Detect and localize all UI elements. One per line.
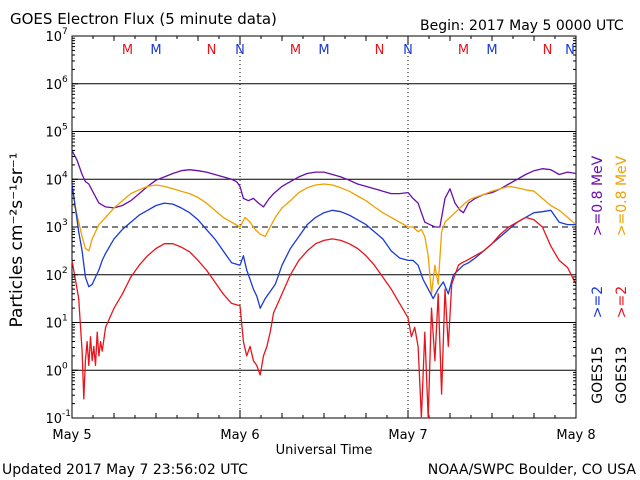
series-line-2 <box>71 183 576 309</box>
mn-marker: N <box>543 43 553 58</box>
legend-goes13: GOES13 <box>614 346 630 403</box>
y-tick-label: 10 <box>45 30 62 45</box>
mn-marker: M <box>458 43 469 58</box>
right-legend: >=0.8 MeV >=0.8 MeV >=2 >=2 GOES15 GOES1… <box>590 155 630 403</box>
mn-marker: N <box>235 43 245 58</box>
legend-goes15-08: >=0.8 MeV <box>590 155 606 236</box>
x-tick-label: May 5 <box>52 428 91 443</box>
series-line-0 <box>71 150 577 228</box>
x-tick-label: May 8 <box>556 428 595 443</box>
y-axis-label: Particles cm⁻²s⁻¹sr⁻¹ <box>7 152 27 327</box>
series-line-1 <box>71 183 577 295</box>
begin-date: Begin: 2017 May 5 0000 UTC <box>420 18 624 34</box>
x-axis-ticks: May 5 May 6 May 7 May 8 <box>52 428 595 443</box>
y-tick-exponent: 6 <box>62 75 68 85</box>
mn-marker: N <box>207 43 217 58</box>
legend-goes15: GOES15 <box>590 346 606 403</box>
mn-marker: N <box>403 43 413 58</box>
y-tick-label: 10 <box>45 173 62 188</box>
y-tick-label: 10 <box>45 269 62 284</box>
legend-goes13-2: >=2 <box>614 286 630 318</box>
mn-marker: N <box>565 43 575 58</box>
credit-text: NOAA/SWPC Boulder, CO USA <box>428 462 637 478</box>
y-tick-label: 10 <box>45 364 62 379</box>
mn-marker: M <box>318 43 329 58</box>
x-tick-label: May 7 <box>388 428 427 443</box>
mn-marker: M <box>290 43 301 58</box>
series-line-3 <box>71 216 577 419</box>
y-tick-label: 10 <box>45 78 62 93</box>
x-tick-label: May 6 <box>220 428 259 443</box>
y-tick-label: 10 <box>45 221 62 236</box>
day-dividers <box>71 36 577 418</box>
gridlines <box>72 83 576 371</box>
y-tick-label: 10 <box>45 412 62 427</box>
mn-marker: M <box>486 43 497 58</box>
y-tick-label: 10 <box>45 317 62 332</box>
y-tick-exponent: 5 <box>62 123 68 133</box>
x-axis-label: Universal Time <box>276 443 373 458</box>
mn-marker: M <box>150 43 161 58</box>
y-tick-label: 10 <box>45 126 62 141</box>
updated-timestamp: Updated 2017 May 7 23:56:02 UTC <box>2 462 248 478</box>
series-group <box>71 150 577 419</box>
y-tick-exponent: -1 <box>62 409 71 419</box>
y-tick-exponent: 0 <box>62 361 68 371</box>
chart-title: GOES Electron Flux (5 minute data) <box>10 10 277 28</box>
legend-goes13-08: >=0.8 MeV <box>614 155 630 236</box>
mn-marker: M <box>122 43 133 58</box>
y-tick-exponent: 7 <box>62 27 68 37</box>
y-tick-exponent: 1 <box>62 314 68 324</box>
y-tick-exponent: 3 <box>62 218 68 228</box>
mn-marker: N <box>375 43 385 58</box>
legend-goes15-2: >=2 <box>590 286 606 318</box>
y-tick-exponent: 4 <box>62 170 68 180</box>
y-tick-exponent: 2 <box>62 266 68 276</box>
